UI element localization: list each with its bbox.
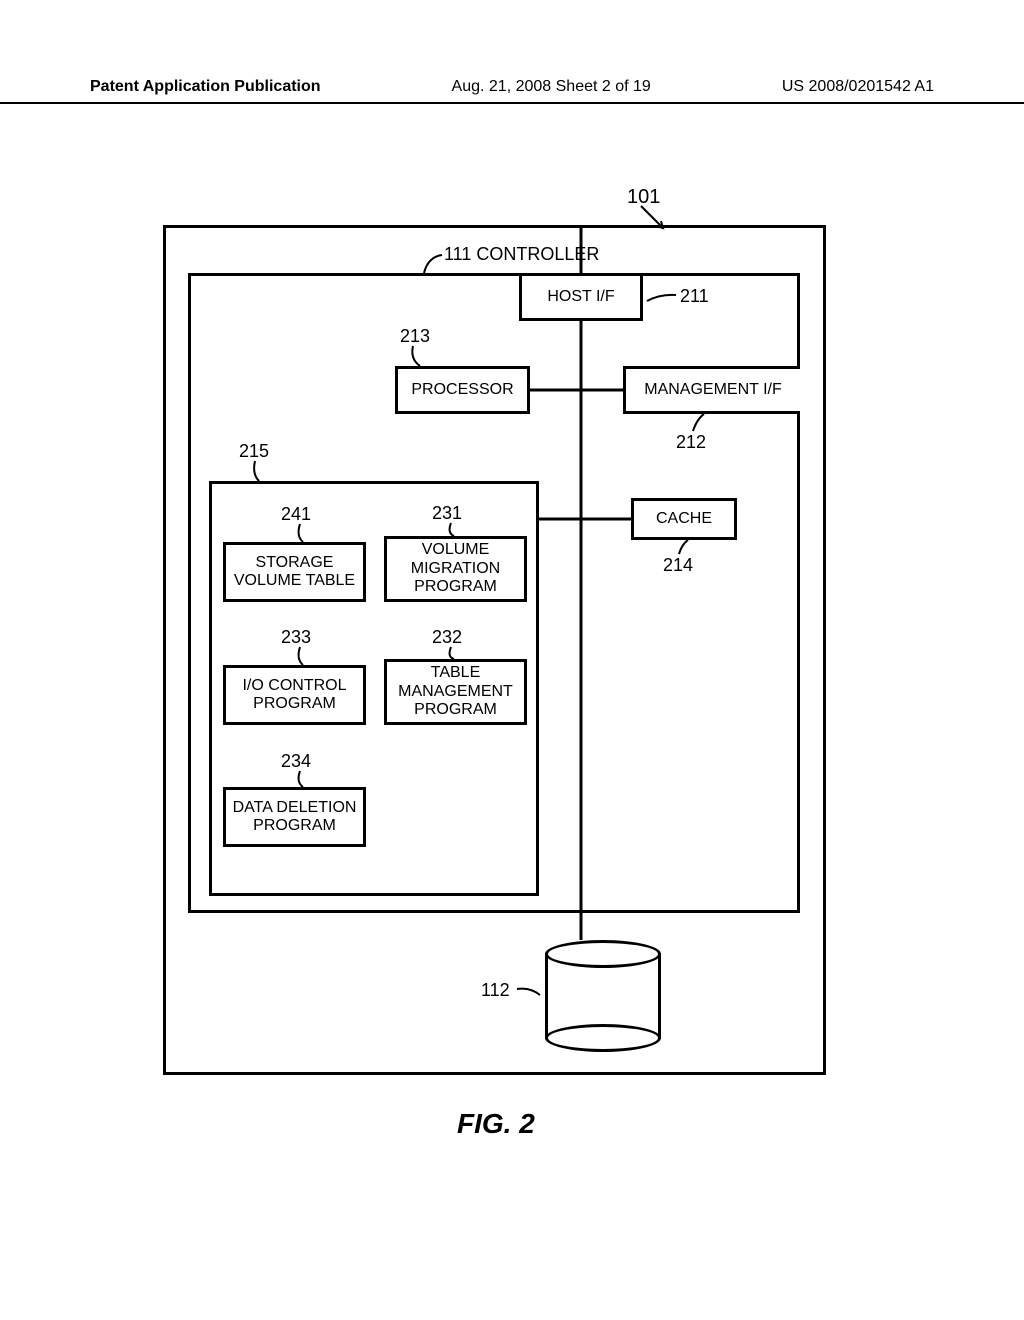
ref-215: 215: [239, 441, 269, 462]
volume-migration-program-label: VOLUME MIGRATION PROGRAM: [411, 541, 500, 596]
ref-231: 231: [432, 503, 462, 524]
ref-112: 112: [481, 980, 510, 1001]
volume-migration-program-box: VOLUME MIGRATION PROGRAM: [384, 536, 527, 602]
storage-cylinder-112: [545, 940, 661, 1052]
table-management-program-box: TABLE MANAGEMENT PROGRAM: [384, 659, 527, 725]
ref-234: 234: [281, 751, 311, 772]
diagram-canvas: HOST I/F PROCESSOR MANAGEMENT I/F CACHE …: [0, 110, 1024, 1320]
io-control-program-label: I/O CONTROL PROGRAM: [242, 677, 346, 714]
figure-caption: FIG. 2: [457, 1108, 535, 1140]
table-management-program-label: TABLE MANAGEMENT PROGRAM: [398, 664, 513, 719]
cache-box: CACHE: [631, 498, 737, 540]
host-if-box: HOST I/F: [519, 273, 643, 321]
storage-volume-table-label: STORAGE VOLUME TABLE: [234, 554, 355, 591]
ref-233: 233: [281, 627, 311, 648]
header-right: US 2008/0201542 A1: [782, 78, 934, 96]
mgmt-if-box: MANAGEMENT I/F: [623, 366, 800, 414]
data-deletion-program-label: DATA DELETION PROGRAM: [233, 799, 357, 836]
io-control-program-box: I/O CONTROL PROGRAM: [223, 665, 366, 725]
data-deletion-program-box: DATA DELETION PROGRAM: [223, 787, 366, 847]
header-left: Patent Application Publication: [90, 78, 321, 96]
header-center: Aug. 21, 2008 Sheet 2 of 19: [452, 78, 651, 96]
processor-label: PROCESSOR: [411, 381, 513, 399]
ref-213: 213: [400, 326, 430, 347]
ref-101: 101: [627, 186, 660, 209]
ref-212: 212: [676, 432, 706, 453]
mgmt-if-label: MANAGEMENT I/F: [644, 381, 782, 399]
ref-241: 241: [281, 504, 311, 525]
host-if-label: HOST I/F: [547, 288, 614, 306]
processor-box: PROCESSOR: [395, 366, 530, 414]
page-header: Patent Application Publication Aug. 21, …: [0, 78, 1024, 104]
ref-214: 214: [663, 555, 693, 576]
ref-232: 232: [432, 627, 462, 648]
controller-title: 111 CONTROLLER: [444, 244, 599, 265]
storage-volume-table-box: STORAGE VOLUME TABLE: [223, 542, 366, 602]
ref-211: 211: [680, 286, 709, 307]
cache-label: CACHE: [656, 510, 712, 528]
